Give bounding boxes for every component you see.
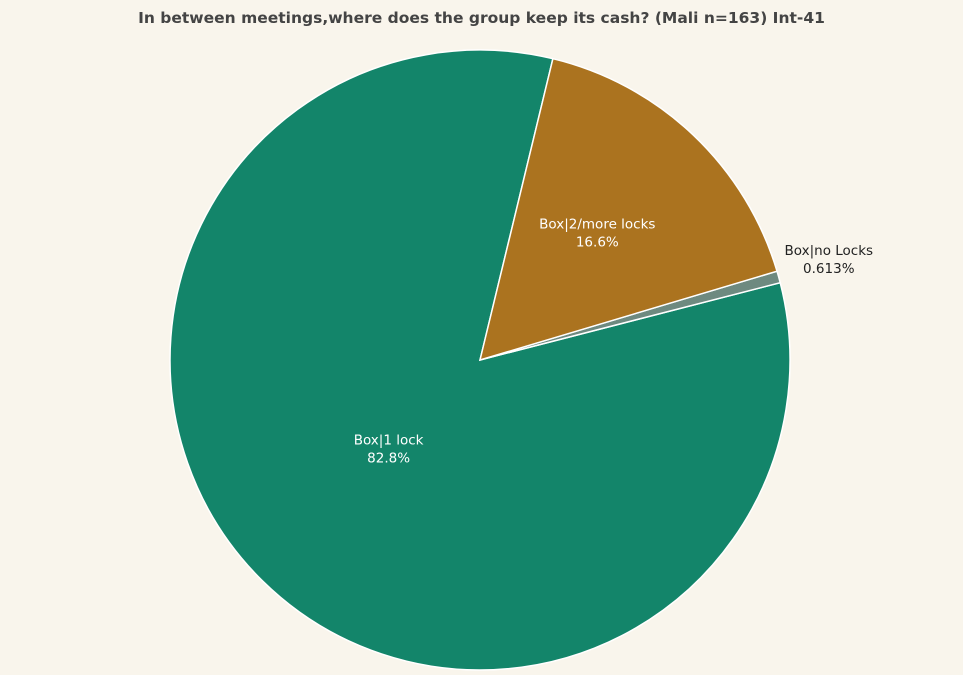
slice-value-0: 82.8% [367, 451, 410, 467]
slice-label-0: Box|1 lock [354, 433, 424, 449]
slice-value-1: 0.613% [803, 261, 855, 277]
chart-title: In between meetings,where does the group… [138, 9, 825, 27]
slice-label-2: Box|2/more locks [539, 216, 655, 232]
pie-slice-2 [478, 57, 778, 362]
pie-labels: Box|1 lock 82.8% Box|no Locks 0.613% Box|2/m… [354, 216, 873, 466]
pie-slices [169, 49, 791, 671]
slice-value-2: 16.6% [576, 234, 619, 250]
slice-label-1: Box|no Locks [785, 243, 874, 259]
